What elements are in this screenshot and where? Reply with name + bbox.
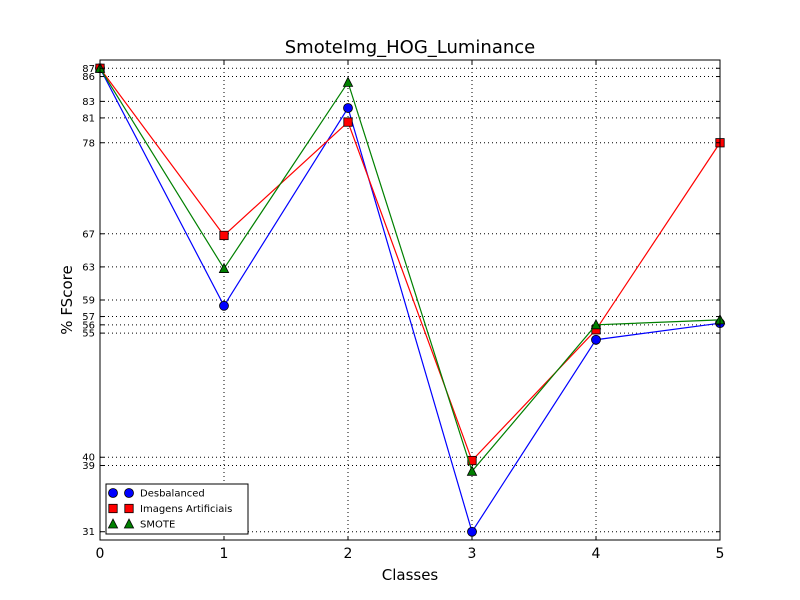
series-line bbox=[99, 67, 721, 462]
legend-marker bbox=[124, 488, 134, 498]
legend-label: SMOTE bbox=[140, 520, 175, 531]
y-tick-label: 63 bbox=[82, 262, 95, 273]
chart-title: SmoteImg_HOG_Luminance bbox=[285, 37, 536, 58]
series-line bbox=[99, 67, 721, 473]
y-tick-label: 56 bbox=[82, 320, 95, 331]
y-tick-label: 86 bbox=[82, 72, 95, 83]
legend-label: Imagens Artificiais bbox=[140, 504, 232, 515]
legend-marker bbox=[107, 518, 119, 529]
data-point bbox=[343, 103, 353, 113]
y-tick-label: 59 bbox=[82, 296, 95, 307]
legend-marker bbox=[108, 503, 118, 514]
x-tick-label: 0 bbox=[96, 546, 105, 562]
legend-label: Desbalanced bbox=[140, 489, 205, 500]
x-axis-label: Classes bbox=[382, 566, 439, 584]
x-tick-label: 4 bbox=[592, 546, 601, 562]
legend-marker bbox=[108, 488, 118, 498]
y-tick-label: 81 bbox=[82, 113, 95, 124]
data-point bbox=[467, 455, 477, 466]
y-tick-label: 39 bbox=[82, 461, 95, 472]
x-tick-label: 5 bbox=[716, 546, 725, 562]
y-tick-label: 87 bbox=[82, 64, 95, 75]
data-point bbox=[342, 76, 354, 87]
legend-marker bbox=[123, 518, 135, 529]
y-tick-label: 78 bbox=[82, 138, 95, 149]
grid bbox=[99, 60, 721, 540]
y-axis-label: % FScore bbox=[58, 265, 76, 334]
x-tick-label: 1 bbox=[220, 546, 229, 562]
series-smote bbox=[94, 62, 726, 476]
y-tick-label: 40 bbox=[82, 453, 95, 464]
data-point bbox=[466, 465, 478, 476]
data-point bbox=[467, 526, 477, 537]
legend: Desbalanced Imagens Artificiais SMOTE bbox=[105, 483, 249, 535]
x-tick-label: 3 bbox=[468, 546, 477, 562]
data-point bbox=[219, 230, 229, 241]
y-tick-label: 57 bbox=[82, 312, 95, 323]
y-tick-label: 31 bbox=[82, 527, 95, 538]
data-point bbox=[219, 300, 229, 311]
series-layer bbox=[94, 62, 726, 537]
data-point bbox=[218, 262, 230, 273]
y-tick-label: 83 bbox=[82, 97, 95, 108]
series-imagens-artificiais bbox=[95, 63, 725, 466]
x-tick-label: 2 bbox=[344, 546, 353, 562]
series-desbalanced bbox=[95, 63, 725, 537]
y-tick-label: 67 bbox=[82, 229, 95, 240]
data-point bbox=[591, 334, 601, 345]
data-point bbox=[590, 318, 602, 330]
legend-marker bbox=[124, 503, 134, 514]
series-line bbox=[99, 67, 721, 534]
data-point bbox=[343, 117, 353, 127]
y-tick-label: 55 bbox=[82, 329, 95, 340]
